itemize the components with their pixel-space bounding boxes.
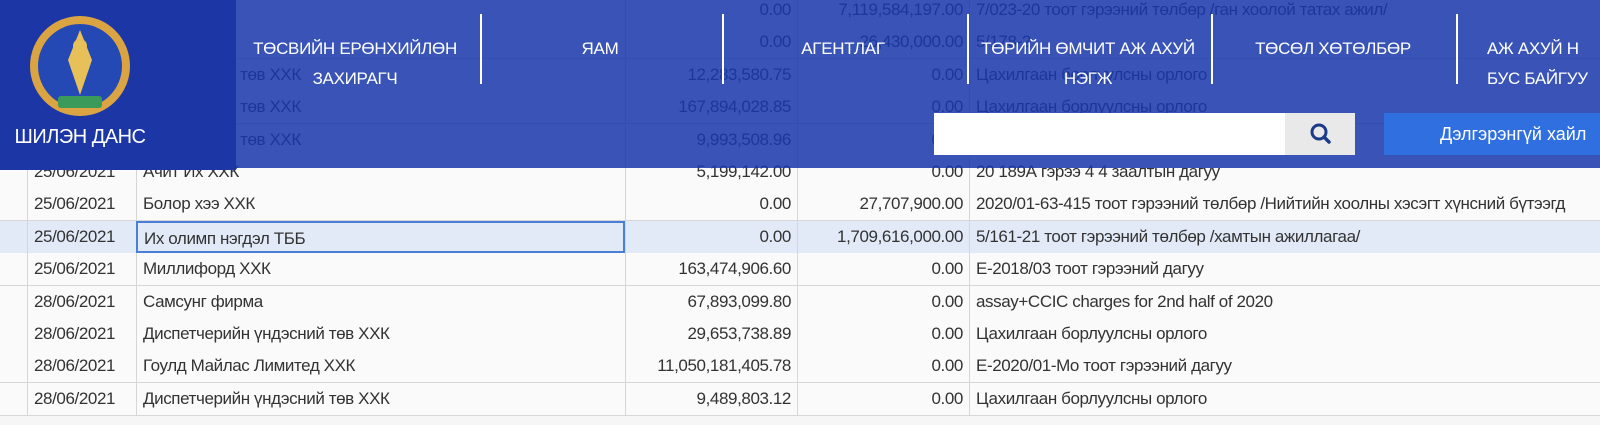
cell-date: 28/06/2021 xyxy=(27,382,136,415)
search-icon-button[interactable] xyxy=(1285,113,1355,155)
nav-line: ЗАХИРАГЧ xyxy=(312,69,398,88)
cell-credit: 27,707,900.00 xyxy=(797,188,969,221)
table-row[interactable]: 28/06/2021 Диспетчерийн үндэсний төв ХХК 2… xyxy=(0,318,1600,351)
nav-item[interactable]: ТӨРИЙН ӨМЧИТ АЖ АХУЙ НЭГЖ xyxy=(968,34,1208,94)
table-row[interactable]: 28/06/2021 Диспетчерийн үндэсний төв ХХК 9… xyxy=(0,382,1600,416)
cell-date: 28/06/2021 xyxy=(27,350,136,383)
cell-desc: Цахилгаан борлуулсны орлого xyxy=(969,318,1600,350)
cell xyxy=(0,350,27,382)
logo-panel[interactable]: ШИЛЭН ДАНС xyxy=(0,0,236,170)
cell-debit: 11,050,181,405.78 xyxy=(625,350,797,383)
cell-credit: 0.00 xyxy=(797,350,969,383)
cell xyxy=(0,286,27,318)
nav-line: ТӨСВИЙН ЕРӨНХИЙЛӨН xyxy=(253,39,457,58)
cell-name: Болор хээ ХХК xyxy=(136,188,625,221)
cell xyxy=(0,188,27,220)
nav-separator xyxy=(967,14,969,84)
nav-item[interactable]: ТӨСӨЛ ХӨТӨЛБӨР xyxy=(1213,34,1453,64)
cell-credit: 1,709,616,000.00 xyxy=(797,220,969,253)
nav-line: ТӨРИЙН ӨМЧИТ АЖ АХУЙ xyxy=(981,39,1195,58)
nav-separator xyxy=(722,14,724,84)
nav-line: АЖ АХУЙ Н xyxy=(1487,39,1579,58)
nav-separator xyxy=(480,14,482,84)
nav-line: ЯАМ xyxy=(581,39,619,58)
logo-text: ШИЛЭН ДАНС xyxy=(14,126,146,148)
nav-line: БУС БАЙГУУ xyxy=(1487,69,1588,88)
nav-separator xyxy=(1211,14,1213,84)
cell-credit: 0.00 xyxy=(797,253,969,286)
cell-debit: 0.00 xyxy=(625,220,797,253)
cell-debit: 9,489,803.12 xyxy=(625,382,797,415)
cell-debit: 163,474,906.60 xyxy=(625,253,797,286)
cell-date: 25/06/2021 xyxy=(27,188,136,221)
table-row[interactable]: 25/06/2021 Миллифорд ХХК 163,474,906.60 0.0… xyxy=(0,253,1600,287)
nav-item[interactable]: ТӨСВИЙН ЕРӨНХИЙЛӨН ЗАХИРАГЧ xyxy=(235,34,475,94)
table-row[interactable]: 28/06/2021 Самсунг фирма 67,893,099.80 0.00… xyxy=(0,285,1600,319)
nav-item[interactable]: АЖ АХУЙ Н БУС БАЙГУУ xyxy=(1487,34,1588,94)
nav-item[interactable]: АГЕНТЛАГ xyxy=(723,34,963,64)
cell-name: Миллифорд ХХК xyxy=(136,253,625,286)
cell-credit: 0.00 xyxy=(797,318,969,350)
cell-desc: assay+CCIC charges for 2nd half of 2020 xyxy=(969,285,1600,318)
cell-name: Гоулд Майлас Лимитед ХХК xyxy=(136,350,625,383)
nav-separator xyxy=(1456,14,1458,84)
search-icon xyxy=(1310,123,1331,144)
nav-item[interactable]: ЯАМ xyxy=(480,34,720,64)
cell-date: 28/06/2021 xyxy=(27,285,136,318)
cell xyxy=(0,383,27,415)
emblem xyxy=(30,16,130,116)
table-row[interactable]: 25/06/2021 Их олимп нэгдэл ТББ 0.00 1,709,6… xyxy=(0,220,1600,254)
nav-line: НЭГЖ xyxy=(1063,69,1113,88)
advanced-search-button[interactable]: Дэлгэрэнгүй хайл xyxy=(1384,113,1600,155)
cell-date: 25/06/2021 xyxy=(27,220,136,253)
nav-line: АГЕНТЛАГ xyxy=(801,39,885,58)
table-row[interactable]: 28/06/2021 Гоулд Майлас Лимитед ХХК 11,050… xyxy=(0,350,1600,384)
table-row[interactable]: 25/06/2021 Болор хээ ХХК 0.00 27,707,900.00… xyxy=(0,188,1600,222)
cell-desc: 5/161-21 тоот гэрээний төлбөр /хамтын аж… xyxy=(969,220,1600,253)
cell-name: Диспетчерийн үндэсний төв ХХК xyxy=(136,382,625,415)
cell-date: 28/06/2021 xyxy=(27,318,136,350)
cell-name: Их олимп нэгдэл ТББ xyxy=(136,220,625,253)
search-input[interactable] xyxy=(934,113,1285,155)
cell-desc: 2020/01-63-415 тоот гэрээний төлбөр /Ний… xyxy=(969,188,1600,221)
cell-credit: 0.00 xyxy=(797,382,969,415)
cell-debit: 29,653,738.89 xyxy=(625,318,797,350)
cell-desc: Цахилгаан борлуулсны орлого xyxy=(969,382,1600,415)
cell-desc: E-2020/01-Mo тоот гэрээний дагуу xyxy=(969,350,1600,383)
cell-desc: E-2018/03 тоот гэрээний дагуу xyxy=(969,253,1600,286)
nav-line: ТӨСӨЛ ХӨТӨЛБӨР xyxy=(1255,39,1411,58)
cell-date: 25/06/2021 xyxy=(27,253,136,286)
cell xyxy=(0,221,27,253)
cell-name: Диспетчерийн үндэсний төв ХХК xyxy=(136,318,625,350)
cell-name: Самсунг фирма xyxy=(136,285,625,318)
cell xyxy=(0,253,27,285)
cell-credit: 0.00 xyxy=(797,285,969,318)
cell xyxy=(0,318,27,350)
cell-debit: 0.00 xyxy=(625,188,797,221)
cell-debit: 67,893,099.80 xyxy=(625,285,797,318)
